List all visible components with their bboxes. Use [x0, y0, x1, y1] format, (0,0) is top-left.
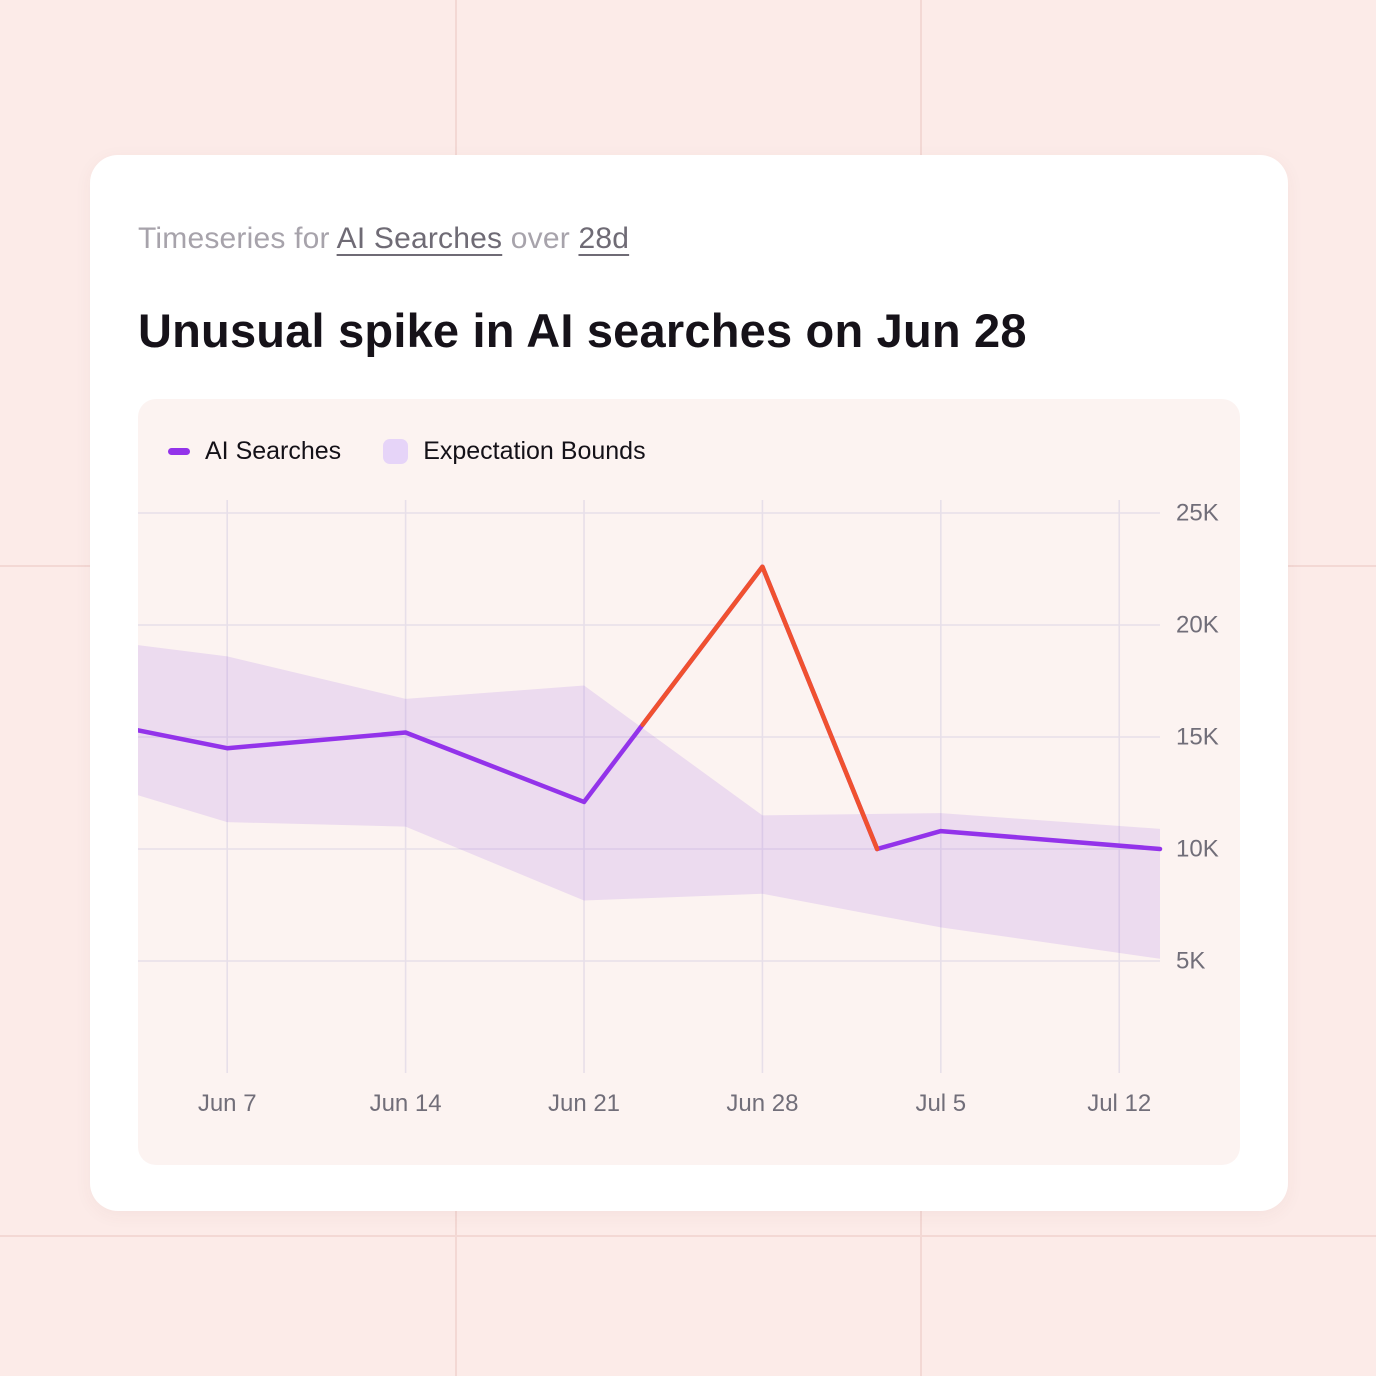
chart-panel: AI Searches Expectation Bounds Jun 7 Jun … [138, 399, 1240, 1165]
x-tick-label: Jun 14 [370, 1090, 442, 1117]
y-tick-label: 5K [1176, 948, 1205, 975]
time-range-link[interactable]: 28d [578, 222, 630, 255]
y-tick-label: 10K [1176, 836, 1219, 863]
chart-legend: AI Searches Expectation Bounds [138, 437, 1240, 466]
anomaly-line [640, 564, 880, 852]
insight-title: Unusual spike in AI searches on Jun 28 [138, 304, 1027, 357]
expectation-band [138, 645, 1160, 959]
y-tick-label: 15K [1176, 724, 1219, 751]
band-swatch [383, 439, 409, 464]
context-connector: over [502, 222, 579, 255]
y-tick-label: 20K [1176, 612, 1219, 639]
chart-context-line: Timeseries for AI Searches over 28d [138, 221, 1240, 257]
legend-label: Expectation Bounds [423, 437, 646, 465]
x-tick-label: Jun 7 [198, 1090, 257, 1117]
metric-link[interactable]: AI Searches [336, 222, 503, 255]
timeseries-chart[interactable]: Jun 7 Jun 14 Jun 21 Jun 28 Jul 5 Jul 12 5K 10K 1… [138, 486, 1240, 1162]
background-gridline-horizontal [0, 1235, 1376, 1237]
x-tick-label: Jul 12 [1087, 1090, 1151, 1117]
x-tick-label: Jun 21 [548, 1090, 620, 1117]
series-swatch [168, 448, 190, 455]
x-tick-label: Jun 28 [726, 1090, 798, 1117]
legend-label: AI Searches [205, 437, 342, 465]
y-tick-label: 25K [1176, 500, 1219, 527]
legend-item-ai-searches[interactable]: AI Searches [168, 437, 341, 466]
legend-item-expectation-bounds[interactable]: Expectation Bounds [383, 437, 646, 466]
x-tick-label: Jul 5 [915, 1090, 966, 1117]
insight-card: Timeseries for AI Searches over 28d Unus… [90, 155, 1288, 1211]
context-prefix: Timeseries for [138, 222, 337, 255]
